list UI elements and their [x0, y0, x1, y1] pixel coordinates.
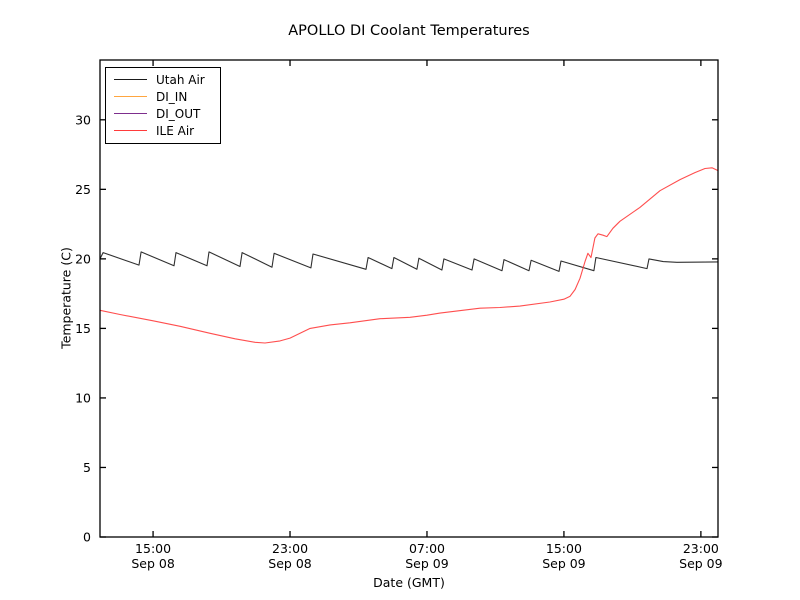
y-tick-label: 30	[75, 112, 91, 127]
x-tick-label-time: 23:00	[683, 541, 719, 556]
x-tick-label-time: 07:00	[409, 541, 445, 556]
legend: Utah Air DI_IN DI_OUT ILE Air	[105, 67, 221, 144]
legend-line-sample	[114, 113, 147, 114]
x-axis-label: Date (GMT)	[373, 575, 445, 590]
x-tick-label-time: 23:00	[272, 541, 308, 556]
y-tick-label: 0	[83, 530, 91, 545]
x-tick-label-time: 15:00	[135, 541, 171, 556]
y-tick-label: 20	[75, 251, 91, 266]
legend-label: DI_IN	[156, 89, 188, 104]
legend-line-sample	[114, 79, 147, 80]
chart-title: APOLLO DI Coolant Temperatures	[288, 23, 530, 39]
legend-label: Utah Air	[156, 72, 205, 87]
y-tick-label: 5	[83, 460, 91, 475]
y-tick-label: 25	[75, 182, 91, 197]
axes-frame	[99, 59, 719, 538]
x-tick-label-time: 15:00	[546, 541, 582, 556]
legend-item: Utah Air	[106, 71, 220, 88]
legend-item: DI_IN	[106, 88, 220, 105]
legend-line-sample	[114, 130, 147, 131]
x-tick-label-date: Sep 09	[542, 556, 585, 571]
y-tick-label: 15	[75, 321, 91, 336]
x-tick-label-date: Sep 09	[679, 556, 722, 571]
x-tick-label-date: Sep 09	[405, 556, 448, 571]
legend-label: DI_OUT	[156, 106, 201, 121]
x-tick-label-date: Sep 08	[131, 556, 174, 571]
y-tick-label: 10	[75, 390, 91, 405]
legend-label: ILE Air	[156, 123, 195, 138]
x-tick-label-date: Sep 08	[268, 556, 311, 571]
legend-line-sample	[114, 96, 147, 97]
legend-item: ILE Air	[106, 122, 220, 139]
series-line-utah-air	[99, 251, 719, 272]
legend-item: DI_OUT	[106, 105, 220, 122]
series-line-ile-air	[99, 167, 719, 344]
y-axis-label: Temperature (C)	[58, 247, 74, 349]
